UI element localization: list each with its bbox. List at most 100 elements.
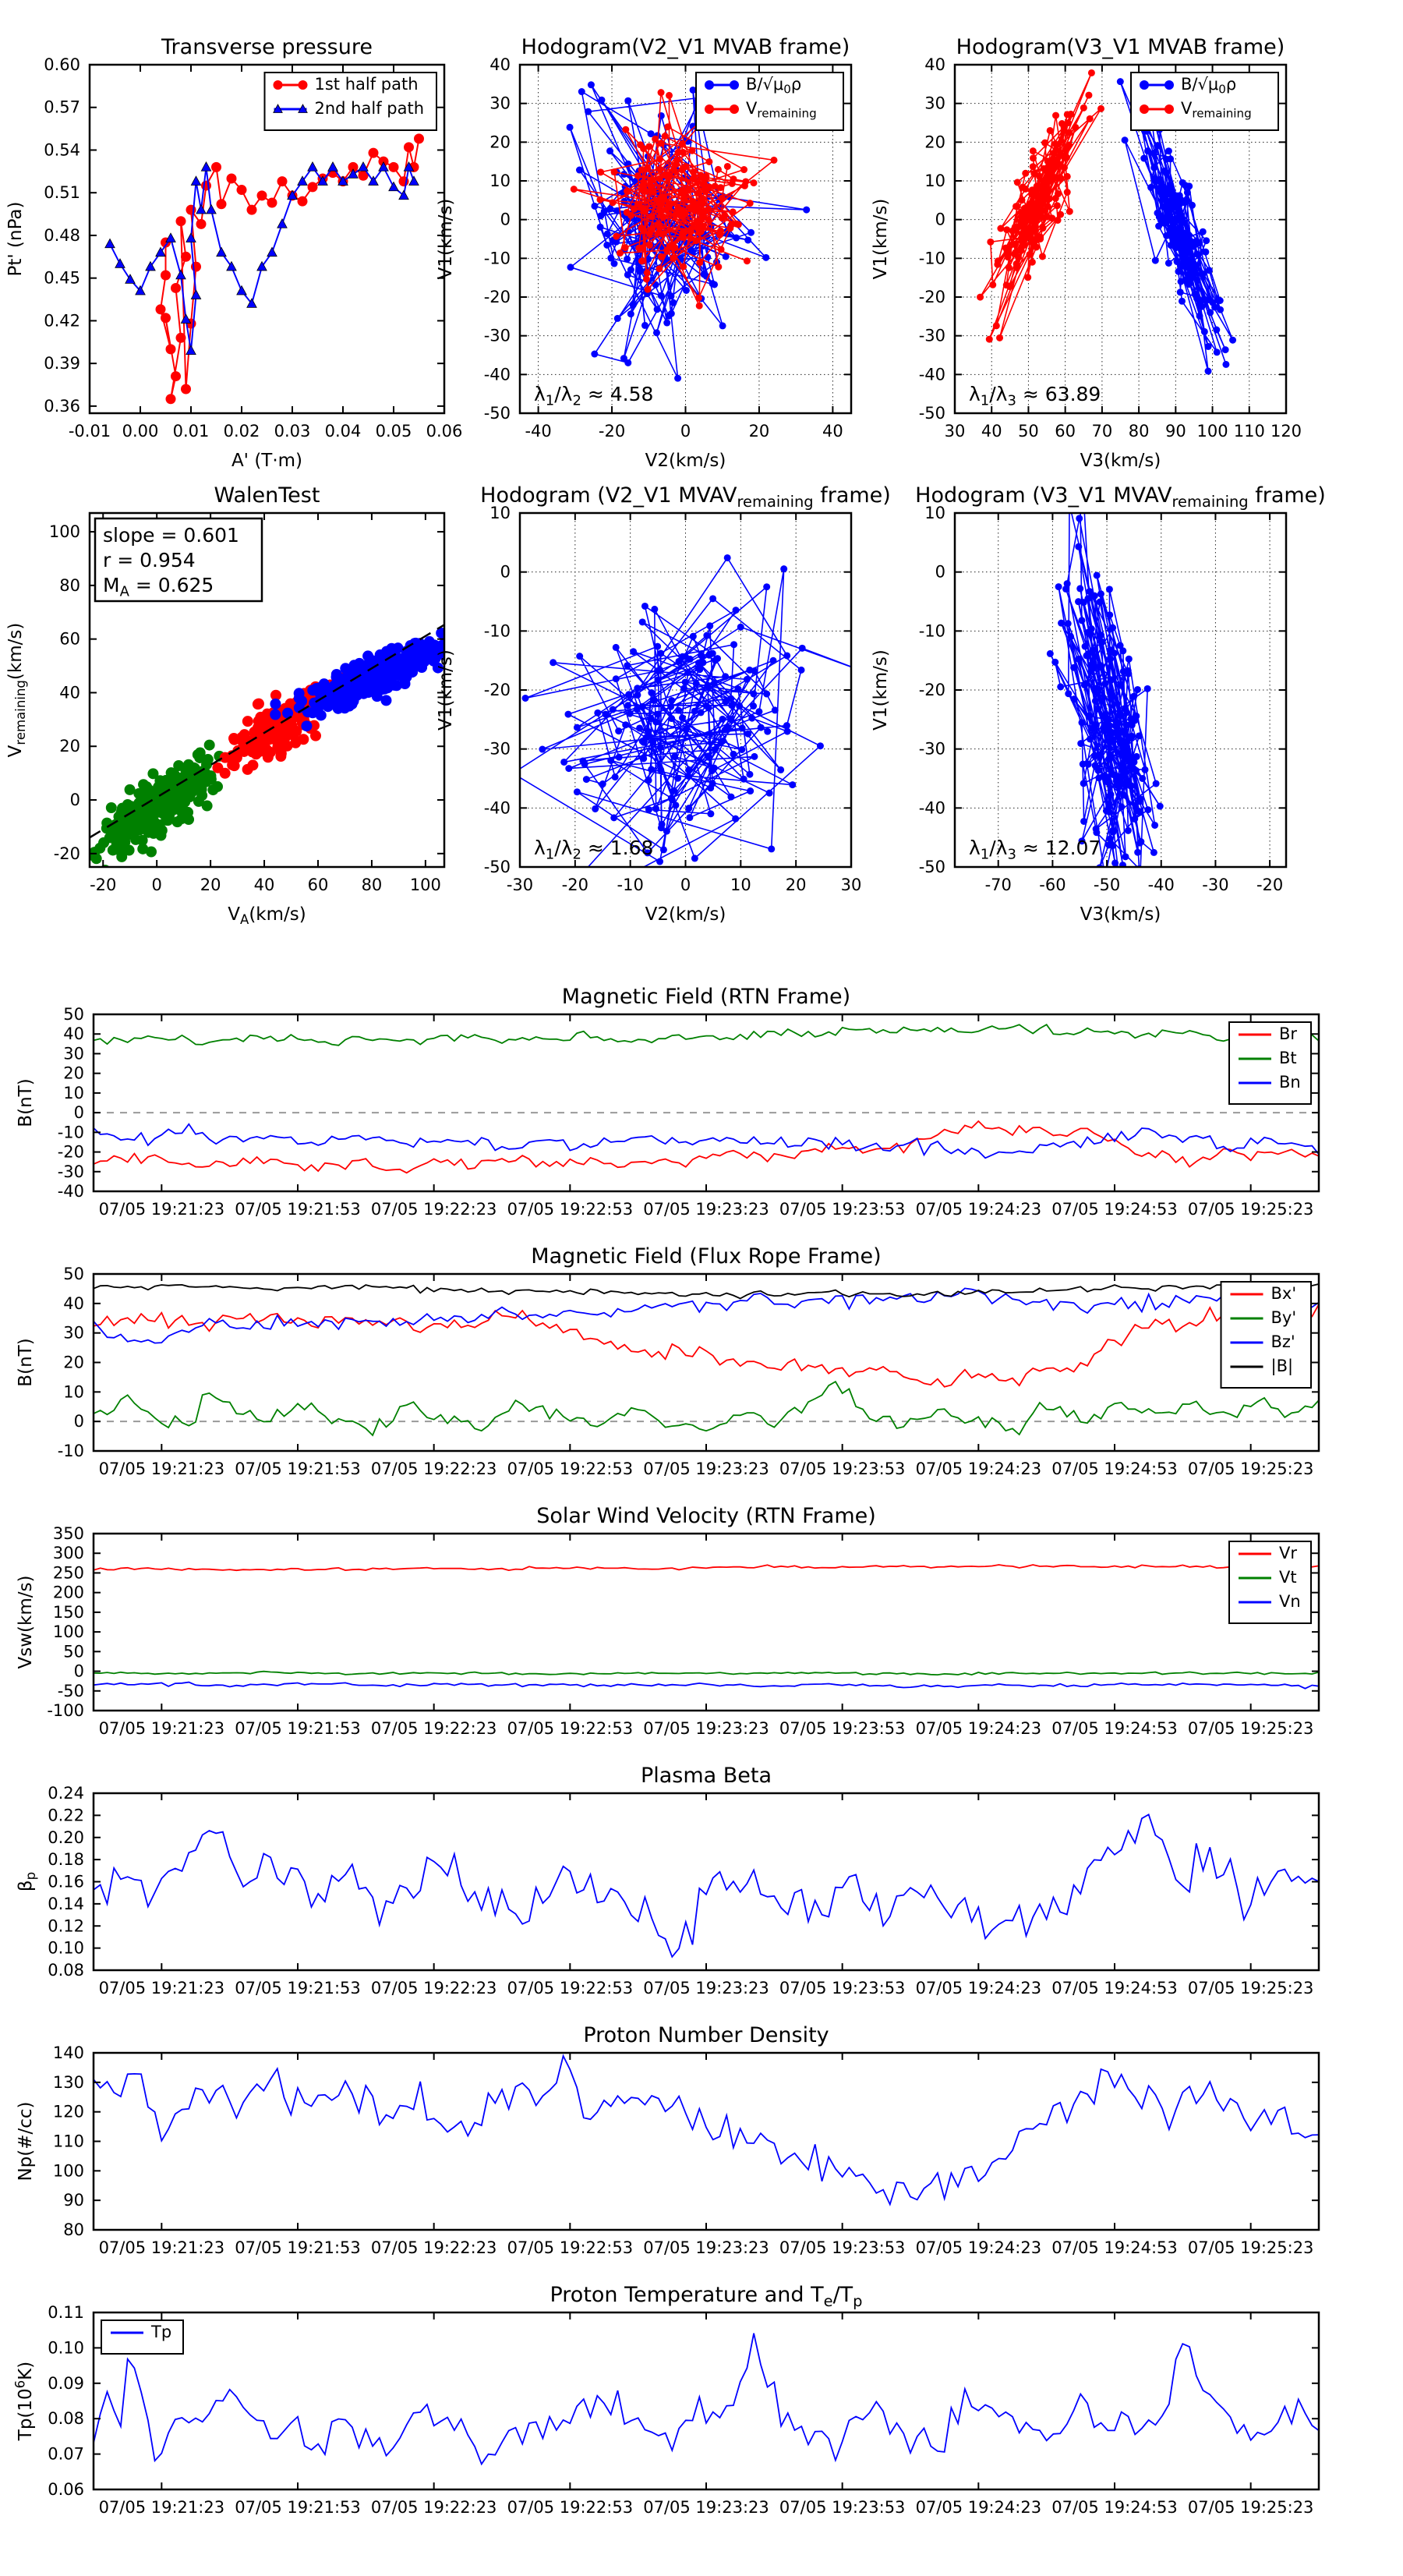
panel-proton-temperature: 07/05 19:21:23 07/05 19:21:53 07/05 19:22:… (12, 2283, 1320, 2517)
svg-text:07/05 19:22:53: 07/05 19:22:53 (507, 2498, 634, 2517)
svg-text:20: 20 (749, 422, 770, 441)
svg-text:80: 80 (59, 576, 80, 595)
series-V (1046, 513, 1164, 867)
panel-title: Magnetic Field (Flux Rope Frame) (531, 1244, 881, 1269)
svg-text:0.02: 0.02 (224, 422, 260, 441)
series-layer (94, 1024, 1319, 1174)
svg-text:40: 40 (63, 1294, 84, 1313)
svg-text:-60: -60 (1039, 876, 1066, 894)
svg-text:-30: -30 (1202, 876, 1228, 894)
svg-text:07/05 19:23:23: 07/05 19:23:23 (643, 2238, 769, 2257)
series-3rd (270, 627, 444, 732)
panel-hodogram-v2v1-mvab: -40 -20 0 20 40 40 30 20 10 0 -10 -20 -30 -40 -50 Hodog… (436, 35, 853, 471)
svg-text:-10: -10 (919, 621, 945, 640)
svg-text:07/05 19:22:23: 07/05 19:22:23 (371, 1979, 497, 1997)
svg-text:07/05 19:21:23: 07/05 19:21:23 (99, 1979, 225, 1997)
svg-text:07/05 19:23:53: 07/05 19:23:53 (779, 1200, 906, 1219)
svg-text:07/05 19:23:53: 07/05 19:23:53 (779, 1979, 906, 1997)
svg-text:10: 10 (924, 172, 945, 190)
y-axis-label: V1(km/s) (436, 199, 456, 280)
svg-text:07/05 19:21:53: 07/05 19:21:53 (235, 2498, 361, 2517)
svg-text:20: 20 (59, 737, 80, 755)
svg-text:0.48: 0.48 (44, 226, 80, 245)
series-Bt (94, 1024, 1319, 1046)
svg-text:-100: -100 (47, 1701, 84, 1720)
svg-text:07/05 19:23:23: 07/05 19:23:23 (643, 2498, 769, 2517)
tick-labels: -30 -20 -10 0 10 20 30 10 0 -10 -20 -30 -40 -50 (484, 504, 862, 894)
svg-text:0: 0 (680, 422, 691, 441)
panel-proton-density: 07/05 19:21:23 07/05 19:21:53 07/05 19:22:… (16, 2023, 1320, 2257)
svg-text:-30: -30 (507, 876, 533, 894)
x-axis-label: V3(km/s) (1080, 904, 1161, 925)
svg-text:40: 40 (63, 1024, 84, 1043)
tick-labels: 07/05 19:21:23 07/05 19:21:53 07/05 19:22:… (58, 1005, 1314, 1219)
y-axis-label: B(nT) (16, 1078, 36, 1127)
series-Bx' (94, 1304, 1319, 1388)
y-axis-label: B(nT) (16, 1338, 36, 1386)
legend-label: Bt (1279, 1049, 1297, 1067)
svg-text:30: 30 (489, 94, 511, 113)
panel-title: Plasma Beta (641, 1764, 772, 1788)
svg-text:100: 100 (53, 1622, 84, 1641)
svg-text:0: 0 (935, 563, 945, 582)
svg-text:-50: -50 (919, 404, 945, 423)
tick-labels: 07/05 19:21:23 07/05 19:21:53 07/05 19:22:… (58, 1265, 1314, 1478)
svg-text:07/05 19:21:53: 07/05 19:21:53 (235, 1200, 361, 1219)
svg-text:-20: -20 (1256, 876, 1283, 894)
svg-text:-20: -20 (54, 844, 80, 863)
panel-title: Magnetic Field (RTN Frame) (562, 985, 850, 1009)
svg-text:-30: -30 (919, 327, 945, 345)
ticks (90, 513, 444, 867)
svg-text:0.39: 0.39 (44, 354, 80, 373)
svg-text:-70: -70 (985, 876, 1012, 894)
svg-text:07/05 19:23:23: 07/05 19:23:23 (643, 1719, 769, 1738)
svg-text:-20: -20 (484, 288, 511, 306)
svg-text:70: 70 (1092, 422, 1113, 441)
svg-text:40: 40 (924, 55, 945, 74)
series-layer (977, 69, 1237, 375)
svg-text:0.06: 0.06 (48, 2480, 84, 2499)
svg-text:07/05 19:23:23: 07/05 19:23:23 (643, 1460, 769, 1478)
legend-label: 2nd half path (315, 99, 425, 118)
svg-text:-10: -10 (484, 621, 511, 640)
svg-text:80: 80 (63, 2220, 84, 2239)
svg-text:50: 50 (1018, 422, 1039, 441)
tick-labels: -40 -20 0 20 40 40 30 20 10 0 -10 -20 -30 -40 -50 (484, 55, 843, 441)
svg-text:-40: -40 (919, 798, 945, 817)
svg-text:100: 100 (410, 876, 441, 894)
svg-text:07/05 19:22:53: 07/05 19:22:53 (507, 1460, 634, 1478)
svg-text:-20: -20 (58, 1143, 84, 1162)
series-Vt (94, 1670, 1319, 1676)
svg-text:350: 350 (53, 1524, 84, 1543)
stats-line: r = 0.954 (103, 549, 196, 571)
panel-title: Hodogram(V3_V1 MVAB frame) (956, 35, 1285, 59)
legend: Vr Vt Vn (1228, 1541, 1312, 1624)
svg-text:07/05 19:23:23: 07/05 19:23:23 (643, 1200, 769, 1219)
svg-text:200: 200 (53, 1583, 84, 1602)
x-axis-label: V3(km/s) (1080, 451, 1161, 471)
svg-text:07/05 19:21:23: 07/05 19:21:23 (99, 1200, 225, 1219)
panel-walen-test: -20 0 20 40 60 80 100 100 80 60 40 20 0 -20 WalenTest V… (5, 483, 446, 927)
svg-text:30: 30 (945, 422, 966, 441)
svg-text:0.12: 0.12 (48, 1916, 84, 1935)
tick-labels: 07/05 19:21:23 07/05 19:21:53 07/05 19:22:… (47, 1524, 1313, 1738)
svg-text:0.20: 0.20 (48, 1828, 84, 1847)
svg-text:30: 30 (63, 1324, 84, 1343)
svg-text:07/05 19:24:23: 07/05 19:24:23 (916, 1200, 1042, 1219)
series-Vr (94, 1564, 1319, 1572)
svg-text:07/05 19:21:23: 07/05 19:21:23 (99, 1719, 225, 1738)
svg-text:80: 80 (362, 876, 383, 894)
series-layer (90, 624, 444, 867)
svg-text:07/05 19:22:53: 07/05 19:22:53 (507, 1200, 634, 1219)
panel-hodogram-v2v1-mvav: -30 -20 -10 0 10 20 30 10 0 -10 -20 -30 -40 -50 Hodogr… (436, 483, 891, 925)
svg-text:0.36: 0.36 (44, 397, 80, 416)
svg-text:0.51: 0.51 (44, 183, 80, 202)
svg-text:40: 40 (981, 422, 1002, 441)
panel-hodogram-v3v1-mvav: -70 -60 -50 -40 -30 -20 10 0 -10 -20 -30 -40 -50 Hodo… (871, 483, 1326, 925)
svg-text:07/05 19:24:23: 07/05 19:24:23 (916, 2238, 1042, 2257)
eigenvalue-annotation: λ1/λ2 ≈ 4.58 (534, 383, 653, 409)
svg-text:0.57: 0.57 (44, 98, 80, 117)
svg-text:150: 150 (53, 1603, 84, 1622)
